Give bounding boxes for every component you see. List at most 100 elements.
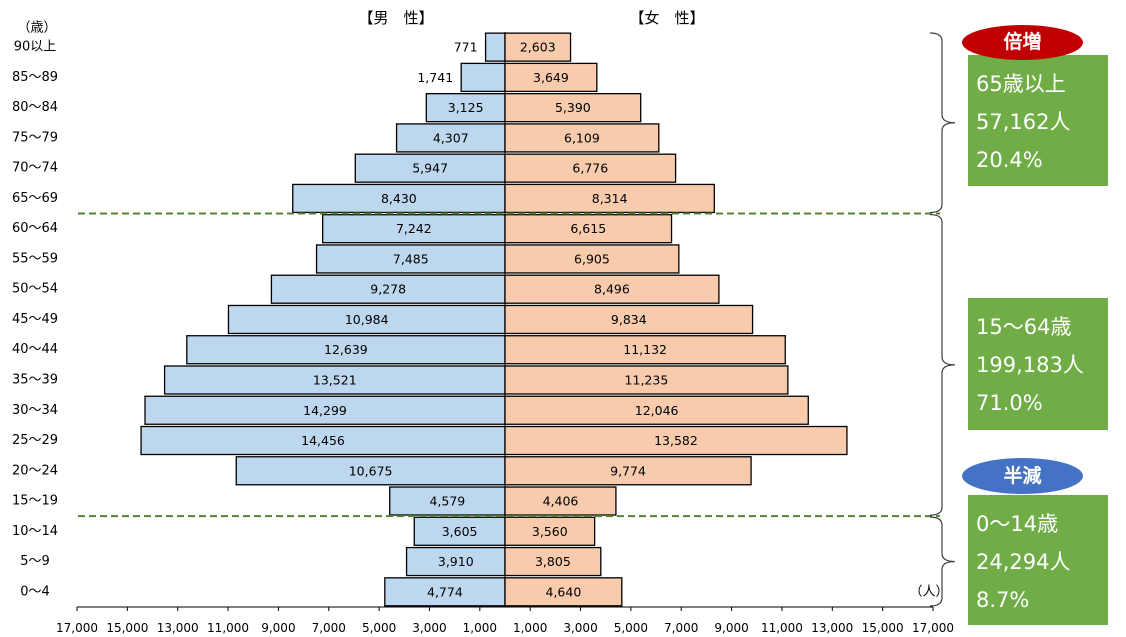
age-group-label: 90以上 [14,40,57,55]
male-value-label: 7,242 [396,221,432,236]
x-tick-labels-group: 17,000 15,000 13,000 11,000 9,000 7,000 5,000 3… [56,621,954,635]
male-value-label: 4,307 [433,130,469,145]
x-tick-label: 3,000 [412,621,446,635]
x-tick-label: 11,000 [761,621,803,635]
male-value-label: 8,430 [381,191,417,206]
age-group-label: 50～54 [12,282,58,297]
male-bar [227,304,506,335]
age-group-label: 45～49 [12,312,58,327]
male-bar [144,395,506,425]
male-bar [292,183,506,214]
male-bar [425,93,506,123]
age-group-label: 75～79 [12,130,58,145]
bars-group [140,32,848,607]
female-bar [504,486,617,516]
male-bar [186,335,506,365]
female-bar [504,425,848,456]
female-value-label: 6,776 [572,161,608,176]
group-brace [929,32,956,214]
male-value-label: 13,521 [313,372,357,387]
female-value-label: 5,390 [555,100,591,115]
female-value-label: 13,582 [654,433,698,448]
age-group-label: 40～44 [12,342,58,357]
age-labels-group: 90以上 85～89 80～84 75～79 70～74 65～69 60～64 55～59 5… [12,40,58,600]
x-tick-label: 7,000 [312,621,346,635]
age-group-label: 0～4 [20,584,50,599]
summary-population: 199,183人 [976,353,1084,377]
female-value-label: 4,406 [543,494,579,509]
female-value-label: 8,496 [594,282,630,297]
age-group-label: 85～89 [12,70,58,85]
female-bar [504,335,786,365]
age-0-14-summary-box: 0～14歳 24,294人 8.7% [968,495,1108,625]
summary-population: 24,294人 [976,550,1071,574]
male-value-label: 4,774 [427,584,463,599]
male-series-header: 【男 性】 [358,9,433,27]
x-tick-label: 1,000 [513,621,547,635]
age-group-label: 20～24 [12,463,58,478]
group-brace [929,213,956,516]
x-tick-label: 9,000 [261,621,295,635]
male-value-label: 5,947 [412,161,448,176]
female-bar [504,244,680,274]
male-bar [484,32,506,62]
summary-age-range: 65歳以上 [976,72,1066,96]
y-axis-unit-label: （歳） [17,21,56,36]
age-group-label: 65～69 [12,191,58,206]
male-value-label: 771 [454,40,478,55]
male-bar [413,516,506,546]
female-value-label: 6,109 [564,130,600,145]
group-brace [929,516,956,607]
female-bar [504,214,673,244]
x-tick-label: 9,000 [714,621,748,635]
x-tick-label: 15,000 [862,621,904,635]
age-group-label: 70～74 [12,161,58,176]
x-tick-label: 3,000 [563,621,597,635]
female-series-header: 【女 性】 [629,9,704,27]
male-bar [384,577,506,607]
female-bar [504,62,598,93]
x-axis-unit-label: （人） [909,585,948,600]
male-value-label: 12,639 [324,342,368,357]
male-value-label: 10,675 [349,463,393,478]
x-tick-label: 17,000 [56,621,98,635]
female-value-label: 3,805 [535,554,571,569]
female-bar [504,93,642,123]
female-value-label: 9,834 [611,312,647,327]
male-value-label: 9,278 [370,282,406,297]
female-value-label: 3,560 [532,524,568,539]
male-bar [460,62,506,93]
male-bar [389,486,506,516]
female-bar [504,456,752,486]
badge-label: 半減 [1003,465,1042,487]
double-badge: 倍増 [962,25,1083,60]
age-group-label: 15～19 [12,494,58,509]
halve-badge: 半減 [962,458,1083,494]
male-value-label: 14,456 [301,433,345,448]
female-bar [504,577,623,607]
summary-share: 20.4% [976,148,1043,172]
age-group-label: 10～14 [12,524,58,539]
female-bar [504,546,602,577]
x-tick-label: 17,000 [912,621,954,635]
female-value-label: 6,615 [570,221,606,236]
x-tick-label: 15,000 [106,621,148,635]
summary-population: 57,162人 [976,110,1071,134]
age-group-label: 80～84 [12,100,58,115]
female-bar [504,365,789,395]
male-bar [235,456,506,486]
male-bar [315,244,506,274]
male-bar [354,153,506,183]
age-group-label: 35～39 [12,372,58,387]
female-value-label: 2,603 [520,40,556,55]
x-tick-label: 13,000 [157,621,199,635]
age-15-64-summary-box: 15～64歳 199,183人 71.0% [968,298,1108,430]
female-value-label: 12,046 [635,403,679,418]
male-value-label: 10,984 [345,312,389,327]
age-group-label: 60～64 [12,221,58,236]
female-value-label: 11,132 [623,342,667,357]
x-tick-label: 13,000 [811,621,853,635]
female-bar [504,183,715,214]
female-value-label: 8,314 [592,191,628,206]
